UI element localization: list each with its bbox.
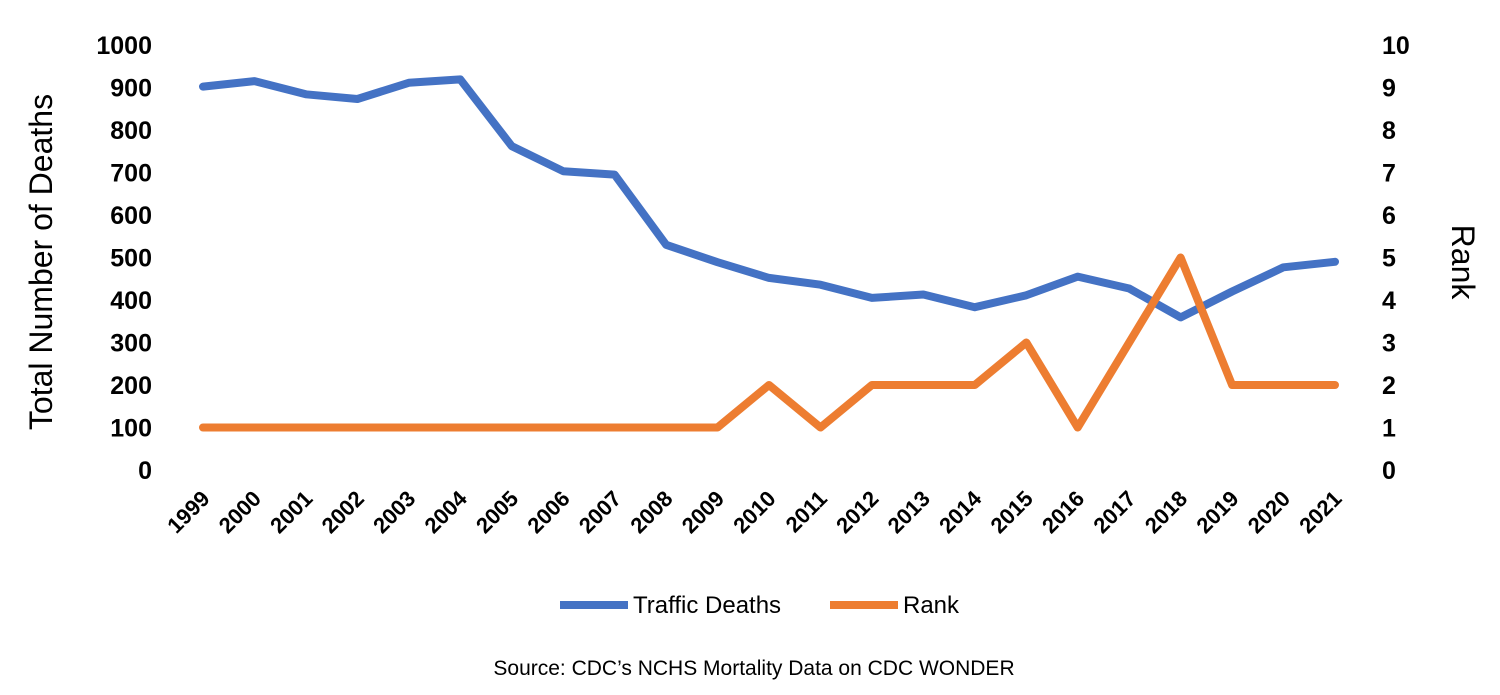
- x-tick-label: 2009: [677, 486, 729, 538]
- y-tick-label: 200: [110, 372, 152, 400]
- x-tick-label: 2011: [781, 486, 832, 537]
- y-tick-label: 300: [110, 330, 152, 358]
- x-tick-label: 1999: [162, 486, 214, 538]
- y2-tick-label: 8: [1382, 117, 1396, 145]
- y-tick-label: 600: [110, 202, 152, 230]
- x-axis-ticks: 1999 2000 2001 2002 2003 2004 2005 2006 2007 2008…: [162, 485, 1346, 538]
- y2-tick-label: 4: [1382, 287, 1396, 315]
- x-tick-label: 2021: [1294, 486, 1346, 538]
- y-tick-label: 0: [138, 457, 152, 485]
- x-tick-label: 2013: [883, 486, 935, 538]
- x-tick-label: 2001: [265, 486, 317, 538]
- y-tick-label: 800: [110, 117, 152, 145]
- y2-tick-label: 6: [1382, 202, 1396, 230]
- x-tick-label: 2006: [522, 486, 574, 538]
- series-line-rank: [199, 253, 1339, 432]
- y-tick-label: 500: [110, 245, 152, 273]
- y2-tick-label: 5: [1382, 245, 1396, 273]
- y2-axis-title: Rank: [1445, 225, 1481, 301]
- legend: Traffic Deaths Rank: [560, 592, 960, 619]
- y-tick-label: 100: [110, 415, 152, 443]
- series-lines: [199, 75, 1339, 432]
- y2-tick-label: 10: [1382, 32, 1410, 60]
- x-tick-label: 2015: [986, 486, 1038, 538]
- x-tick-label: 2003: [368, 486, 420, 538]
- x-tick-label: 2007: [574, 486, 626, 538]
- y-tick-label: 700: [110, 160, 152, 188]
- legend-label-rank: Rank: [903, 592, 960, 619]
- left-axis-ticks: 0 100 200 300 400 500 600 700 800 900 1000: [96, 32, 152, 485]
- y2-tick-label: 7: [1382, 160, 1396, 188]
- x-tick-label: 2008: [625, 486, 677, 538]
- y-tick-label: 1000: [96, 32, 152, 60]
- right-axis-ticks: 0 1 2 3 4 5 6 7 8 9 10: [1382, 32, 1410, 485]
- y-axis-title: Total Number of Deaths: [23, 94, 59, 430]
- y-tick-label: 900: [110, 75, 152, 103]
- x-tick-label: 2005: [471, 486, 523, 538]
- y2-tick-label: 3: [1382, 330, 1396, 358]
- y2-tick-label: 1: [1382, 415, 1396, 443]
- legend-label-traffic-deaths: Traffic Deaths: [633, 592, 781, 619]
- y2-tick-label: 9: [1382, 75, 1396, 103]
- x-tick-label: 2020: [1243, 486, 1295, 538]
- x-tick-label: 2019: [1191, 486, 1243, 538]
- x-tick-label: 2002: [317, 486, 369, 538]
- x-tick-label: 2017: [1088, 486, 1140, 538]
- source-note: Source: CDC’s NCHS Mortality Data on CDC…: [493, 657, 1014, 680]
- y2-tick-label: 0: [1382, 457, 1396, 485]
- x-tick-label: 2014: [934, 485, 987, 538]
- x-tick-label: 2016: [1037, 486, 1089, 538]
- y2-tick-label: 2: [1382, 372, 1396, 400]
- x-tick-label: 2012: [831, 486, 883, 538]
- x-tick-label: 2010: [728, 486, 780, 538]
- x-tick-label: 2004: [420, 485, 473, 538]
- y-tick-label: 400: [110, 287, 152, 315]
- x-tick-label: 2000: [214, 486, 266, 538]
- x-tick-label: 2018: [1140, 486, 1192, 538]
